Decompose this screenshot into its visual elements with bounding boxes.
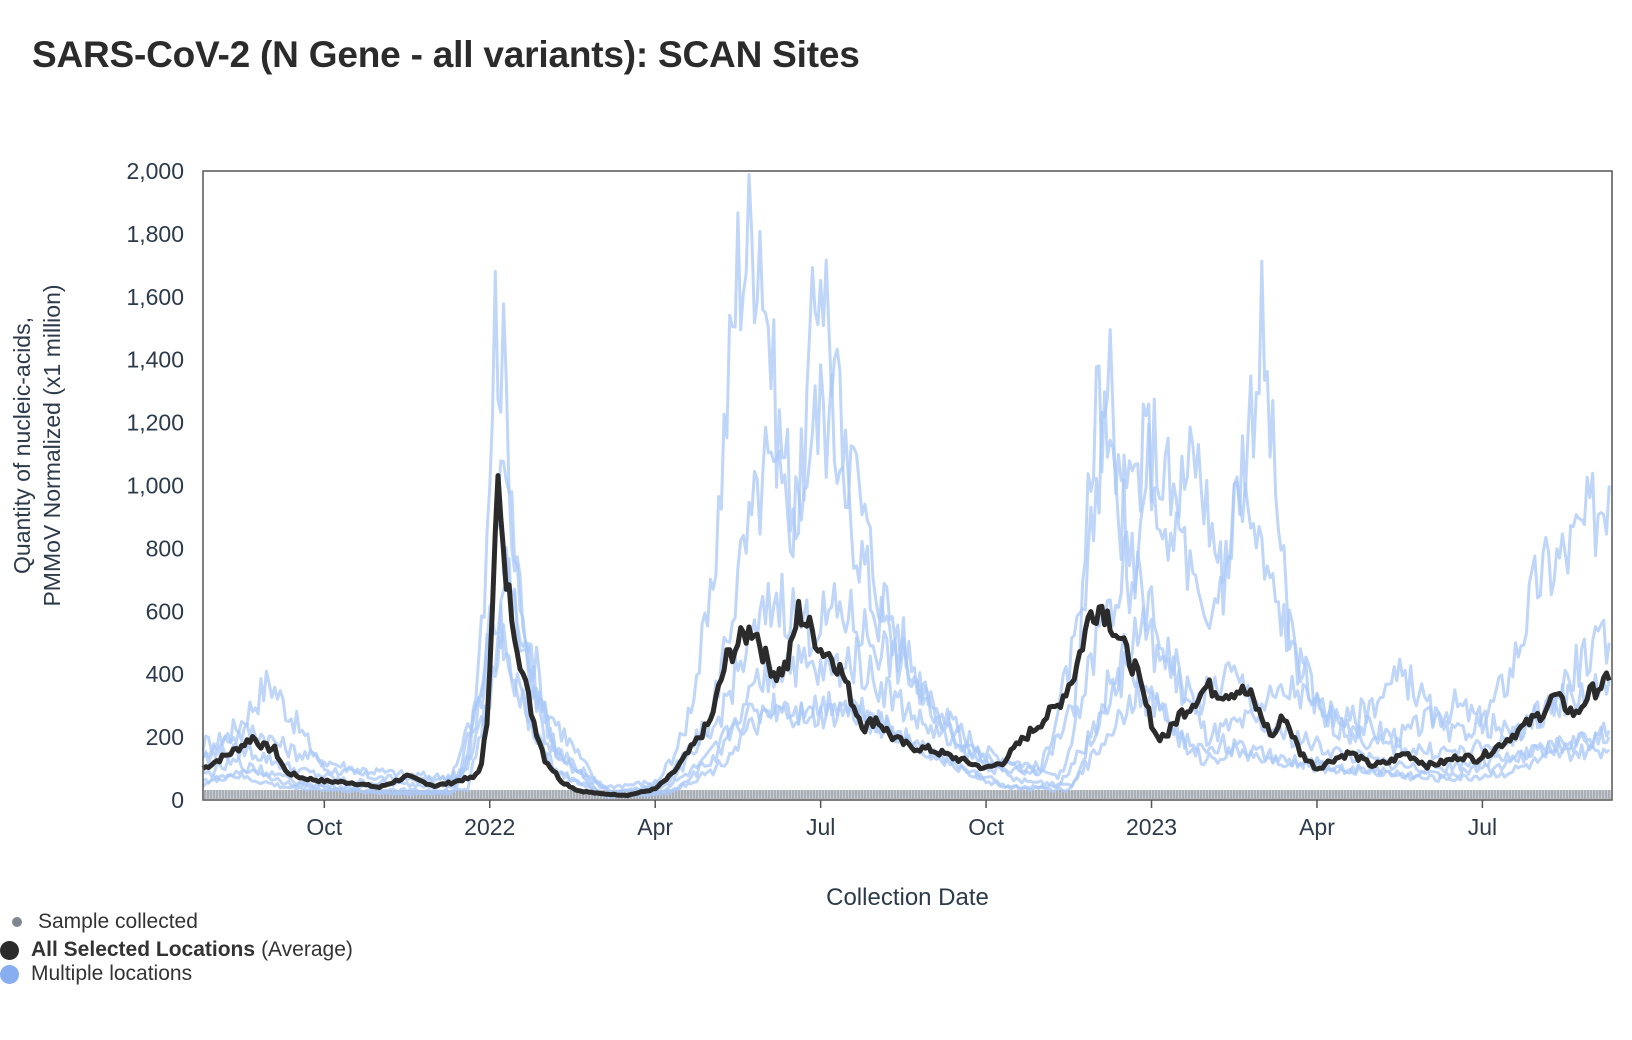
x-tick-label: Apr: [637, 814, 673, 840]
y-axis: 0 200 400 600 800 1,000 1,200 1,400 1,600 1,800 2,…: [126, 158, 184, 813]
legend-label-sample-collected: Sample collected: [38, 910, 198, 933]
y-tick-label: 800: [146, 535, 184, 561]
average-series-line: [201, 473, 1612, 799]
legend-item-sample-collected: Sample collected: [0, 910, 198, 934]
average-dot-icon: [0, 940, 19, 960]
x-tick-label: 2023: [1126, 814, 1177, 840]
legend-item-average: All Selected Locations (Average): [0, 938, 353, 962]
plot-frame: [202, 170, 1613, 801]
location-series-line: [201, 173, 1611, 795]
y-axis-label-line2: PMMoV Normalized (x1 million): [39, 284, 65, 606]
legend-item-multiple-locations: Multiple locations: [0, 962, 192, 986]
x-tick-label: Oct: [306, 814, 342, 840]
x-tick-label: Jul: [1468, 814, 1497, 840]
y-tick-label: 400: [146, 661, 184, 687]
y-tick-label: 1,600: [126, 284, 184, 310]
location-series-line: [201, 512, 1611, 794]
location-series-line: [202, 603, 1611, 799]
x-tick-label: 2022: [464, 814, 515, 840]
y-tick-label: 1,000: [126, 473, 184, 499]
y-tick-label: 200: [146, 724, 184, 750]
x-axis-label: Collection Date: [826, 884, 989, 911]
y-tick-label: 600: [146, 598, 184, 624]
sample-collected-marks: [204, 790, 1611, 799]
location-series-group: [201, 173, 1611, 799]
legend-label-average: All Selected Locations: [31, 938, 256, 961]
location-series-line: [201, 363, 1611, 790]
x-tick-label: Oct: [968, 814, 1004, 840]
x-tick-label: Apr: [1299, 814, 1335, 840]
legend-label-multiple-locations: Multiple locations: [31, 962, 193, 985]
y-axis-label-line1: Quantity of nucleic-acids,: [9, 317, 35, 574]
y-tick-label: 1,800: [126, 221, 184, 247]
legend-label-average-suffix: (Average): [261, 938, 353, 961]
location-series-line: [201, 623, 1611, 799]
y-tick-label: 1,200: [126, 410, 184, 436]
multiple-locations-dot-icon: [0, 964, 19, 984]
y-tick-label: 2,000: [126, 158, 184, 184]
sample-collected-icon: [12, 917, 22, 927]
x-axis: Oct 2022 Apr Jul Oct 2023 Apr Jul: [306, 800, 1497, 840]
y-tick-label: 1,400: [126, 347, 184, 373]
average-series-group: [201, 473, 1612, 799]
y-tick-label: 0: [171, 787, 184, 813]
chart-title: SARS-CoV-2 (N Gene - all variants): SCAN…: [32, 34, 860, 75]
x-tick-label: Jul: [806, 814, 835, 840]
